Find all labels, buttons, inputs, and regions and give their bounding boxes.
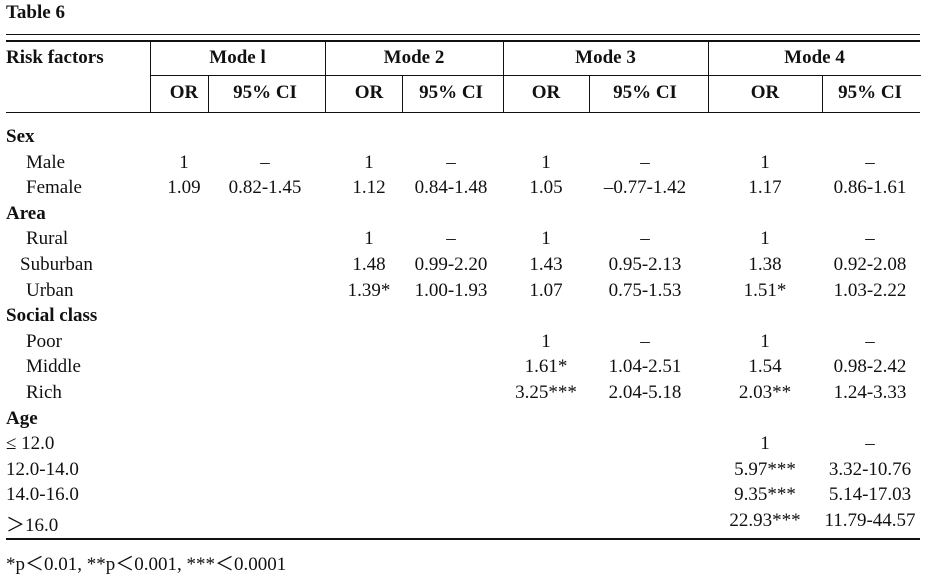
ci-value: 1.00-1.93 (414, 279, 488, 301)
row-label: Female (26, 177, 82, 199)
or-value: 1.61* (524, 356, 568, 378)
ci-value: – (260, 151, 270, 173)
top-rule-thick (6, 40, 920, 42)
or-value: 1.05 (529, 177, 563, 199)
or-value: 9.35*** (734, 484, 796, 506)
group-label: Age (6, 407, 38, 429)
header-separator (503, 42, 504, 112)
ci-header: 95% CI (613, 82, 677, 103)
ci-value: 3.32-10.76 (828, 458, 912, 480)
or-value: 1 (364, 228, 374, 250)
ci-value: – (640, 330, 650, 352)
header-separator (208, 76, 209, 112)
ci-value: 0.75-1.53 (608, 279, 682, 301)
mode-underline (150, 75, 921, 76)
table-title: Table 6 (6, 2, 65, 23)
bottom-rule (6, 538, 920, 540)
or-value: 1 (760, 330, 770, 352)
row-label: 12.0-14.0 (6, 458, 79, 480)
top-rule-thin (6, 34, 920, 35)
ci-value: 0.92-2.08 (833, 254, 907, 275)
ci-value: 11.79-44.57 (824, 510, 916, 531)
header-separator (150, 42, 151, 112)
ci-value: – (865, 433, 875, 455)
ci-value: 0.82-1.45 (228, 177, 302, 199)
mode-header: Mode 3 (575, 47, 636, 68)
ci-value: 2.04-5.18 (608, 382, 682, 403)
row-label: Poor (26, 330, 62, 352)
ci-value: – (446, 228, 456, 250)
ci-value: 0.98-2.42 (833, 356, 907, 378)
or-value: 1.43 (529, 254, 563, 275)
or-value: 1.12 (352, 177, 386, 199)
ci-value: – (640, 151, 650, 173)
or-value: 1 (760, 433, 770, 455)
or-value: 1.48 (352, 254, 386, 275)
or-value: 1 (760, 151, 770, 173)
ci-header: 95% CI (419, 82, 483, 103)
ci-value: – (865, 228, 875, 250)
mode-header: Mode l (209, 47, 266, 68)
ci-header: 95% CI (233, 82, 297, 103)
or-value: 1.51* (743, 279, 787, 301)
or-value: 1 (541, 228, 551, 250)
header-separator (402, 76, 403, 112)
ci-value: 0.99-2.20 (414, 254, 488, 275)
ci-value: – (446, 151, 456, 173)
or-header: OR (531, 82, 561, 103)
ci-value: 1.03-2.22 (833, 279, 907, 301)
or-value: 3.25*** (515, 382, 577, 403)
or-value: 22.93*** (729, 510, 801, 531)
row-label: ≤ 12.0 (6, 433, 55, 455)
header-separator (325, 42, 326, 112)
row-label: Urban (26, 279, 74, 301)
row-label: Middle (26, 356, 81, 378)
mode-header: Mode 4 (784, 47, 845, 68)
ci-value: – (640, 228, 650, 250)
ci-value: 0.84-1.48 (414, 177, 488, 199)
row-label: Rural (26, 228, 69, 250)
group-label: Area (6, 202, 46, 224)
row-label: ＞16.0 (6, 515, 59, 536)
or-value: 1.38 (748, 254, 782, 275)
or-value: 1.09 (167, 177, 201, 199)
row-label: Rich (26, 382, 62, 403)
ci-value: – (865, 151, 875, 173)
ci-value: 0.86-1.61 (833, 177, 907, 199)
or-header: OR (750, 82, 780, 103)
ci-value: – (865, 330, 875, 352)
group-label: Sex (6, 126, 35, 147)
group-label: Social class (6, 305, 98, 327)
or-value: 1.17 (748, 177, 782, 199)
footnote: *p＜0.01, **p＜0.001, ***＜0.0001 (6, 554, 287, 575)
row-label: Male (26, 151, 66, 173)
row-label: 14.0-16.0 (6, 484, 79, 506)
or-header: OR (169, 82, 199, 103)
or-value: 1 (541, 330, 551, 352)
ci-value: 1.24-3.33 (833, 382, 907, 403)
ci-value: 1.04-2.51 (608, 356, 682, 378)
or-value: 1.39* (347, 279, 391, 301)
header-separator (589, 76, 590, 112)
or-value: 1.54 (748, 356, 782, 378)
or-header: OR (354, 82, 384, 103)
or-value: 1 (541, 151, 551, 173)
header-separator (822, 76, 823, 112)
mode-header: Mode 2 (383, 47, 445, 68)
or-value: 1.07 (529, 279, 563, 301)
or-value: 1 (179, 151, 189, 173)
or-value: 5.97*** (734, 458, 796, 480)
header-rule (6, 112, 920, 113)
or-value: 2.03** (738, 382, 792, 403)
row-label: Suburban (20, 254, 93, 275)
or-value: 1 (364, 151, 374, 173)
ci-header: 95% CI (838, 82, 902, 103)
header-separator (708, 42, 709, 112)
risk-factors-header: Risk factors (6, 47, 104, 68)
ci-value: 5.14-17.03 (828, 484, 912, 506)
or-value: 1 (760, 228, 770, 250)
ci-value: 0.95-2.13 (608, 254, 682, 275)
ci-value: –0.77-1.42 (603, 177, 687, 199)
